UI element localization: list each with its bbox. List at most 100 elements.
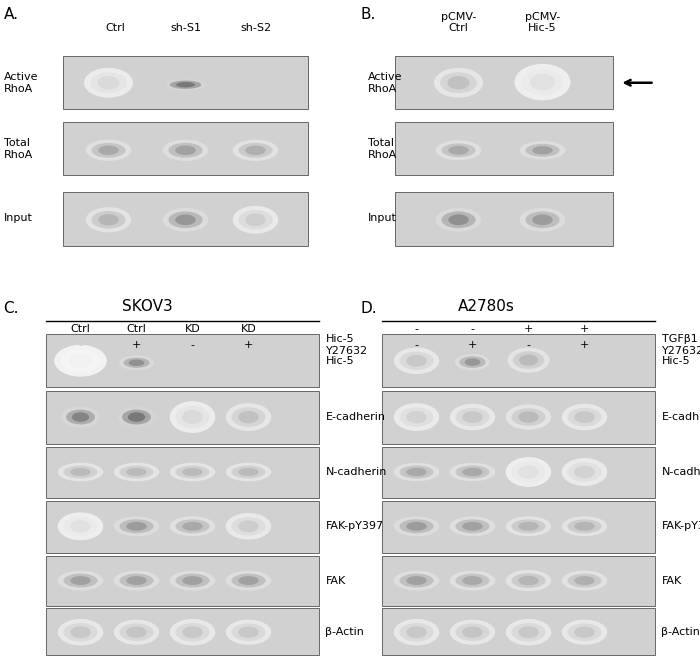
Text: Total
RhoA: Total RhoA bbox=[368, 138, 397, 160]
Ellipse shape bbox=[462, 522, 483, 531]
Ellipse shape bbox=[465, 358, 480, 366]
Text: Ctrl: Ctrl bbox=[127, 324, 146, 334]
Ellipse shape bbox=[508, 348, 550, 373]
Text: -: - bbox=[470, 324, 475, 334]
Ellipse shape bbox=[169, 401, 216, 433]
Text: +: + bbox=[468, 340, 477, 350]
Ellipse shape bbox=[449, 404, 496, 430]
Text: N-cadherin: N-cadherin bbox=[662, 467, 700, 477]
Ellipse shape bbox=[70, 520, 91, 532]
Bar bbox=[382, 501, 654, 553]
Ellipse shape bbox=[526, 144, 559, 157]
Ellipse shape bbox=[519, 208, 566, 232]
Ellipse shape bbox=[518, 411, 539, 423]
Ellipse shape bbox=[97, 76, 120, 89]
Text: TGFβ1
Y27632: TGFβ1 Y27632 bbox=[662, 334, 700, 356]
Ellipse shape bbox=[176, 465, 209, 479]
Ellipse shape bbox=[462, 576, 483, 585]
Ellipse shape bbox=[120, 624, 153, 641]
Ellipse shape bbox=[232, 465, 265, 479]
Ellipse shape bbox=[568, 462, 601, 482]
Ellipse shape bbox=[505, 619, 552, 645]
Ellipse shape bbox=[512, 623, 545, 641]
Ellipse shape bbox=[225, 571, 272, 591]
Ellipse shape bbox=[126, 626, 147, 638]
Ellipse shape bbox=[393, 516, 440, 536]
Ellipse shape bbox=[393, 463, 440, 481]
Ellipse shape bbox=[70, 468, 91, 476]
Ellipse shape bbox=[568, 573, 601, 588]
Text: +: + bbox=[524, 324, 533, 334]
Ellipse shape bbox=[448, 214, 469, 225]
Ellipse shape bbox=[176, 82, 195, 87]
Ellipse shape bbox=[462, 468, 483, 476]
Ellipse shape bbox=[238, 626, 259, 638]
Text: -: - bbox=[78, 340, 83, 350]
Ellipse shape bbox=[57, 619, 104, 645]
Text: C.: C. bbox=[4, 301, 19, 316]
Ellipse shape bbox=[169, 81, 202, 89]
Text: Input: Input bbox=[4, 213, 32, 224]
Ellipse shape bbox=[561, 458, 608, 486]
Ellipse shape bbox=[574, 522, 595, 531]
Bar bbox=[46, 556, 318, 606]
Ellipse shape bbox=[532, 214, 553, 225]
Bar bbox=[63, 56, 308, 109]
Ellipse shape bbox=[57, 463, 104, 481]
Ellipse shape bbox=[182, 522, 203, 531]
Text: Active
RhoA: Active RhoA bbox=[368, 72, 402, 93]
Ellipse shape bbox=[400, 465, 433, 479]
Text: Ctrl: Ctrl bbox=[106, 23, 125, 33]
Text: B.: B. bbox=[360, 7, 376, 22]
Ellipse shape bbox=[120, 465, 153, 479]
Text: β-Actin: β-Actin bbox=[326, 627, 365, 638]
Ellipse shape bbox=[164, 79, 206, 91]
Ellipse shape bbox=[169, 143, 202, 158]
Ellipse shape bbox=[64, 623, 97, 641]
Ellipse shape bbox=[61, 350, 100, 372]
Ellipse shape bbox=[113, 571, 160, 591]
Ellipse shape bbox=[232, 624, 265, 641]
Text: pCMV-
Ctrl: pCMV- Ctrl bbox=[441, 11, 476, 33]
Text: A2780s: A2780s bbox=[458, 299, 515, 314]
Text: FAK-pY397: FAK-pY397 bbox=[662, 521, 700, 532]
Bar bbox=[395, 192, 612, 246]
Text: -: - bbox=[414, 324, 419, 334]
Ellipse shape bbox=[175, 146, 196, 155]
Ellipse shape bbox=[440, 72, 477, 93]
Ellipse shape bbox=[123, 357, 150, 368]
Text: A.: A. bbox=[4, 7, 18, 22]
Ellipse shape bbox=[120, 519, 153, 534]
Ellipse shape bbox=[532, 146, 553, 154]
Text: KD: KD bbox=[185, 324, 200, 334]
Ellipse shape bbox=[176, 519, 209, 534]
Ellipse shape bbox=[568, 408, 601, 426]
Text: -: - bbox=[526, 340, 531, 350]
Ellipse shape bbox=[64, 465, 97, 479]
Ellipse shape bbox=[90, 72, 127, 93]
Ellipse shape bbox=[455, 354, 490, 370]
Ellipse shape bbox=[225, 463, 272, 481]
Text: Hic-5
Y27632: Hic-5 Y27632 bbox=[326, 334, 368, 356]
Text: FAK: FAK bbox=[662, 575, 682, 586]
Bar bbox=[46, 608, 318, 655]
Ellipse shape bbox=[393, 571, 440, 591]
Ellipse shape bbox=[522, 70, 564, 95]
Ellipse shape bbox=[406, 355, 427, 367]
Ellipse shape bbox=[406, 576, 427, 585]
Ellipse shape bbox=[182, 626, 203, 638]
Ellipse shape bbox=[98, 146, 119, 155]
Ellipse shape bbox=[448, 146, 469, 155]
Ellipse shape bbox=[72, 412, 89, 422]
Ellipse shape bbox=[85, 207, 132, 232]
Ellipse shape bbox=[57, 512, 104, 540]
Text: +: + bbox=[580, 324, 589, 334]
Text: Total
RhoA: Total RhoA bbox=[4, 138, 33, 160]
Ellipse shape bbox=[456, 408, 489, 426]
Ellipse shape bbox=[561, 516, 608, 536]
Ellipse shape bbox=[505, 570, 552, 591]
Text: SKOV3: SKOV3 bbox=[122, 299, 172, 314]
Ellipse shape bbox=[245, 214, 266, 226]
Ellipse shape bbox=[182, 576, 203, 585]
Ellipse shape bbox=[225, 620, 272, 645]
